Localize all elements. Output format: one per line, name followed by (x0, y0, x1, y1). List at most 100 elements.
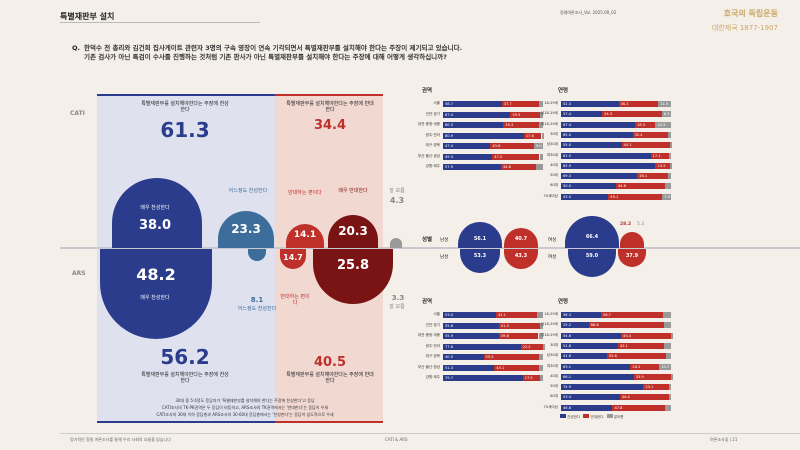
region-title-top: 권역 (422, 88, 433, 94)
ars-label: ARS (72, 270, 86, 277)
region-bottom-row: 부산·울산·경남 51.3 45.1 (410, 364, 544, 371)
bar-oppose: 41.1 (495, 312, 537, 318)
bubble-dk-top (390, 238, 402, 248)
bar-dk (671, 332, 673, 339)
strong-agree-top-value: 38.0 (138, 218, 172, 233)
bar-oppose: 34.8 (500, 164, 536, 170)
bar-agree: 51.3 (443, 364, 495, 371)
bubble-disagree-top (286, 224, 324, 248)
agree-label-bottom: 어느정도 찬성한다 (237, 306, 277, 312)
bubble-female-b-bottom (618, 249, 646, 267)
footer-divider (60, 433, 800, 434)
bar-dk (671, 373, 673, 380)
top-oppose-value: 34.4 (313, 118, 347, 133)
region-bottom-row-label: 인천·경기 (425, 322, 440, 327)
bar-agree: 57.9 (443, 164, 501, 170)
bar-oppose: 53.6 (606, 353, 666, 360)
male-bottom-a: 53.3 (473, 253, 487, 259)
region-bottom-row: 인천·경기 55.8 41.3 (410, 322, 544, 329)
bar-dk (670, 142, 672, 149)
age-top-row: 여30대 81.5 17.1 (530, 152, 672, 159)
bar-dk (540, 375, 543, 381)
legend: 찬성한다 반대한다 잘모름 (560, 414, 624, 420)
bar-dk (670, 162, 673, 169)
agree-top-line (97, 94, 275, 96)
age-bottom-row-label: 30대 (550, 342, 558, 347)
bar-oppose: 29.5 (510, 111, 540, 118)
region-bottom-row: 서울 53.0 41.1 (410, 312, 544, 318)
age-top-row-label: 30대 (550, 131, 558, 136)
bottom-agree-value: 56.2 (160, 345, 210, 369)
bar-agree: 77.6 (443, 343, 521, 350)
age-top-row-label: 여30대 (546, 152, 558, 157)
bar-oppose: 26.2 (630, 363, 660, 370)
bar-dk (539, 364, 543, 371)
age-bottom-row-label: 60대 (550, 394, 558, 399)
bar-oppose: 54.3 (602, 111, 662, 118)
region-bottom-row: 강원·제주 79.7 17.5 (410, 375, 544, 381)
age-top-row-label: 여18-29세 (540, 121, 558, 126)
age-top-row: 남18-29세 37.4 54.3 8.3 (530, 111, 672, 118)
bubble-agree-top (218, 211, 274, 248)
caption: 30대 중 5:4정도 응답자가 '특별재판부를 설치해야 한다는 주장에 찬성… (156, 398, 334, 417)
region-top-row-label: 부산·울산·경남 (417, 153, 440, 158)
age-top-row: 남30대 55.0 44.1 (530, 142, 672, 149)
female-top-a: 66.4 (585, 234, 599, 240)
bar-dk (538, 333, 543, 339)
region-bottom-row-label: 강원·제주 (425, 375, 440, 379)
region-top-row-label: 강원·제주 (425, 164, 440, 168)
bar-dk (535, 164, 543, 170)
strong-disagree-label-bottom: 매우 반대한다 (339, 294, 369, 300)
bottom-agree-label: 특별재판부를 설치해야한다는 주장에 찬성한다 (141, 372, 229, 384)
bar-dk (540, 322, 543, 329)
bar-dk (539, 354, 543, 360)
region-top-row: 부산·울산·경남 49.3 47.2 (410, 153, 544, 160)
bar-dk (663, 312, 671, 318)
bar-agree: 55.0 (561, 142, 622, 149)
bubble-agree-bottom (248, 249, 266, 261)
strong-disagree-label-top: 매우 반대한다 (338, 188, 368, 194)
bar-dk (668, 394, 671, 401)
bar-agree: 74.9 (561, 384, 644, 391)
bar-dk (664, 342, 671, 349)
bar-oppose: 41.3 (498, 322, 541, 329)
region-title-bottom: 권역 (422, 299, 433, 305)
bar-agree: 58.7 (443, 101, 502, 107)
legend-swatch-dk (606, 414, 613, 418)
female-bottom-a: 59.0 (585, 253, 599, 259)
bubble-disagree-bottom (280, 249, 306, 269)
age-bottom-row: 60대 53.4 44.4 (530, 394, 672, 401)
bar-oppose: 44.6 (616, 183, 666, 190)
bar-agree: 46.8 (561, 404, 613, 411)
bar-oppose: 17.5 (522, 375, 541, 381)
age-bottom-row: 남18-29세 25.2 68.8 (530, 322, 672, 329)
age-bottom-row-label: 여30대 (546, 363, 558, 368)
female-bottom-b: 37.9 (625, 253, 639, 259)
region-top-row: 강원·제주 57.9 34.8 (410, 164, 544, 170)
age-bottom-row-label: 40대 (550, 373, 558, 378)
disagree-top-value: 14.1 (293, 230, 317, 240)
bar-dk (538, 122, 543, 128)
bar-oppose: 68.8 (588, 322, 665, 329)
region-bottom-row: 대구·경북 40.5 55.5 (410, 354, 544, 360)
age-top-row: 60대 50.0 44.6 (530, 183, 672, 190)
bar-agree: 49.3 (443, 153, 493, 160)
bar-agree: 80.9 (443, 132, 524, 139)
question-text: 한덕수 전 총리와 김건희 집사게이트 관련자 3명의 구속 영장이 연속 기각… (84, 44, 463, 61)
bubble-strong-agree-bottom (100, 249, 212, 339)
bubble-male-a-top (458, 222, 502, 248)
top-agree-label: 특별재판부를 설치해야한다는 주장에 찬성한다 (141, 101, 229, 113)
age-top-row-label: 50대 (550, 173, 558, 178)
bubble-female-b-top (620, 232, 644, 248)
bar-oppose: 56.7 (600, 312, 664, 318)
bar-agree: 55.9 (443, 333, 499, 339)
age-top-row-label: 60대 (550, 183, 558, 188)
axis-line (60, 247, 800, 249)
disagree-bottom-value: 14.7 (283, 253, 303, 262)
legend-swatch-oppose (583, 414, 590, 418)
age-top-row: 40대 85.9 13.5 (530, 162, 673, 169)
age-bottom-row: 50대 74.9 23.1 (530, 384, 672, 391)
bar-agree: 41.6 (561, 353, 607, 360)
bar-agree: 66.1 (561, 373, 634, 380)
question-number: Q. (72, 44, 80, 52)
